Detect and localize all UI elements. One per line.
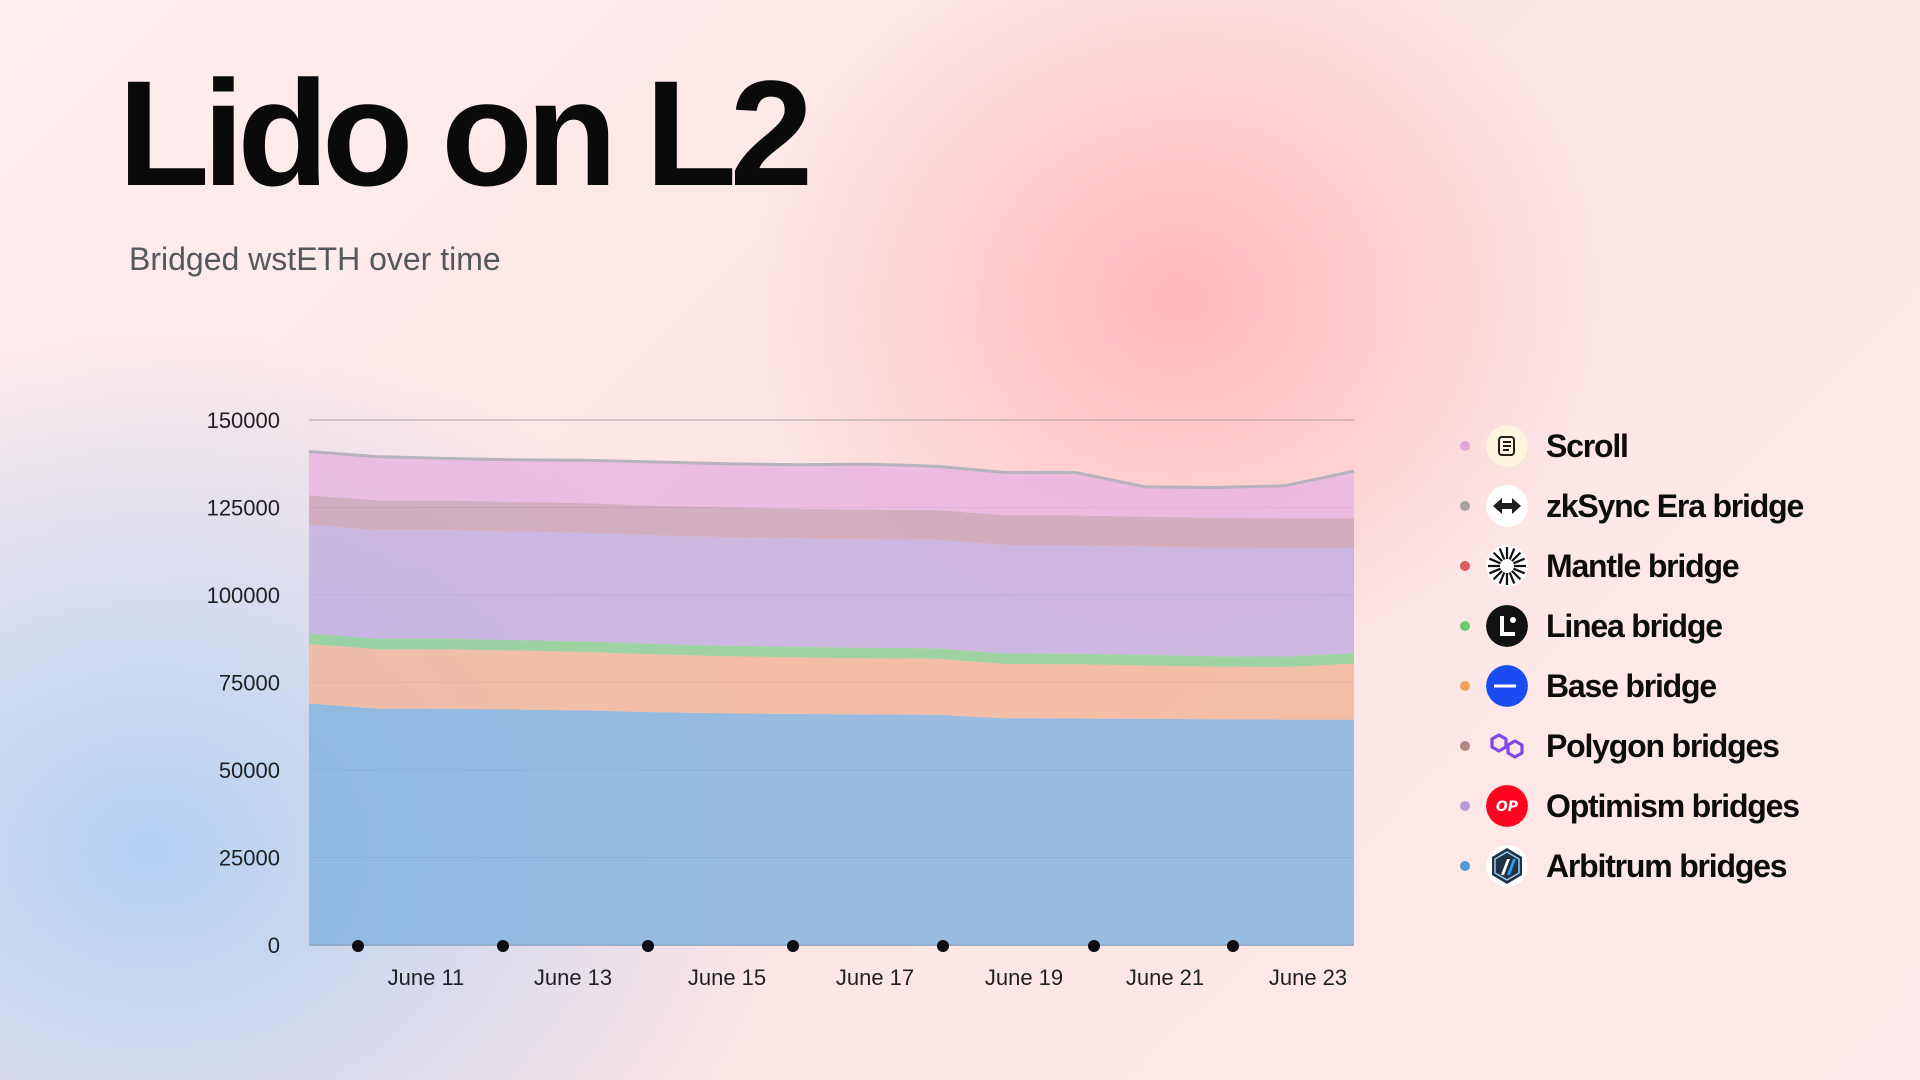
legend-dot [1460, 741, 1470, 751]
legend-label: Mantle bridge [1546, 547, 1740, 584]
legend-dot [1460, 441, 1470, 451]
x-tick-dot [937, 940, 949, 952]
y-tick-label: 0 [268, 933, 280, 958]
area-polygon-bridges [309, 644, 1354, 720]
y-tick-label: 50000 [219, 758, 280, 783]
legend-dot [1460, 681, 1470, 691]
zksync-icon [1486, 485, 1528, 527]
area-scroll [309, 451, 1354, 519]
legend-label: Polygon bridges [1546, 727, 1780, 764]
x-tick-dot [352, 940, 364, 952]
legend-dot [1460, 861, 1470, 871]
legend-dot [1460, 621, 1470, 631]
mantle-icon [1486, 545, 1528, 587]
legend-dot [1460, 561, 1470, 571]
scroll-icon [1486, 425, 1528, 467]
legend-label: Scroll [1546, 427, 1629, 464]
x-tick-label: June 17 [836, 965, 914, 990]
base-icon [1486, 665, 1528, 707]
polygon-icon [1486, 725, 1528, 767]
linea-icon [1486, 605, 1528, 647]
x-tick-label: June 15 [688, 965, 766, 990]
legend-label: Optimism bridges [1546, 787, 1800, 824]
area-series [309, 451, 1354, 945]
legend-dot [1460, 801, 1470, 811]
x-tick-dot [1227, 940, 1239, 952]
optimism-icon: OP [1486, 785, 1528, 827]
legend-dot [1460, 501, 1470, 511]
total-outline [308, 450, 1355, 490]
x-tick-dot [1088, 940, 1100, 952]
x-axis-ticks: June 11 June 13 June 15 June 17 June 19 June … [352, 940, 1347, 990]
arbitrum-icon [1486, 845, 1528, 887]
chart-legend: Scroll zkSync Era bridge Mantle bridge Line… [1455, 416, 1895, 896]
legend-item: Linea bridge [1455, 596, 1895, 656]
y-tick-label: 125000 [207, 496, 280, 521]
x-tick-dot [497, 940, 509, 952]
area-optimism-bridges [309, 525, 1354, 657]
x-tick-label: June 21 [1126, 965, 1204, 990]
legend-item: zkSync Era bridge [1455, 476, 1895, 536]
x-tick-label: June 11 [388, 965, 465, 990]
x-tick-label: June 19 [985, 965, 1063, 990]
y-tick-label: 75000 [219, 671, 280, 696]
x-tick-dot [787, 940, 799, 952]
legend-item: Arbitrum bridges [1455, 836, 1895, 896]
area-mantle-bridge [309, 495, 1354, 549]
legend-item: Base bridge [1455, 656, 1895, 716]
legend-item: OP Optimism bridges [1455, 776, 1895, 836]
x-tick-dot [642, 940, 654, 952]
svg-text:OP: OP [1496, 799, 1519, 815]
legend-item: Scroll [1455, 416, 1895, 476]
legend-label: zkSync Era bridge [1546, 487, 1804, 524]
x-tick-label: June 13 [534, 965, 612, 990]
y-tick-label: 150000 [207, 408, 280, 433]
legend-label: Base bridge [1546, 667, 1717, 704]
page-title: Lido on L2 [118, 49, 813, 217]
y-tick-label: 25000 [219, 846, 280, 871]
y-axis-ticks: 0 25000 50000 75000 100000 125000 150000 [207, 408, 280, 958]
x-tick-label: June 23 [1269, 965, 1347, 990]
y-tick-label: 100000 [207, 583, 280, 608]
legend-label: Arbitrum bridges [1546, 847, 1788, 884]
page-subtitle: Bridged wstETH over time [129, 241, 501, 277]
area-arbitrum-bridges [309, 703, 1354, 945]
area-linea-bridge [309, 633, 1354, 668]
legend-item: Mantle bridge [1455, 536, 1895, 596]
legend-item: Polygon bridges [1455, 716, 1895, 776]
total-line [308, 450, 1355, 490]
legend-label: Linea bridge [1546, 607, 1723, 644]
